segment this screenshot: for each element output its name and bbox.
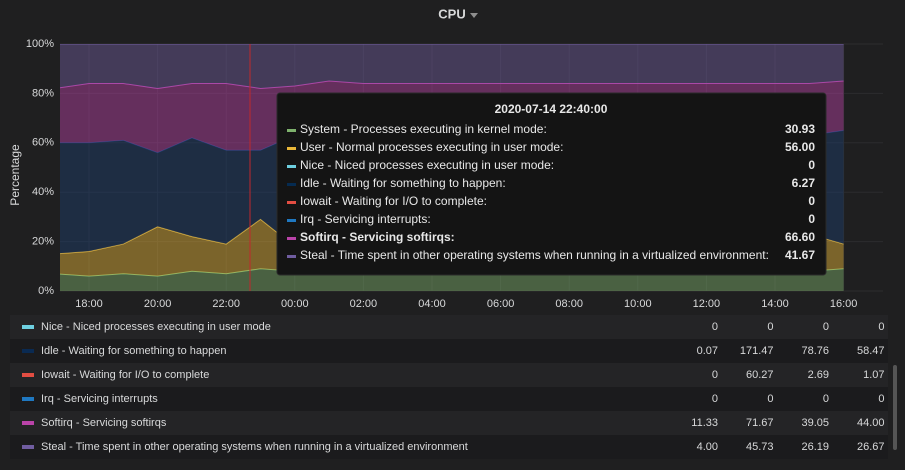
legend-value: 26.67	[857, 441, 885, 453]
legend-value: 0	[712, 321, 718, 333]
legend-value: 0	[767, 321, 773, 333]
x-tick-label: 04:00	[418, 298, 446, 310]
legend-value: 4.00	[697, 441, 718, 453]
x-tick-label: 18:00	[75, 298, 103, 310]
y-tick-label: 40%	[32, 186, 54, 198]
legend-row	[10, 315, 888, 339]
legend-row	[10, 387, 888, 411]
legend-label[interactable]: Idle - Waiting for something to happen	[41, 345, 226, 357]
legend-value: 39.05	[801, 417, 829, 429]
series-line	[60, 80, 844, 89]
legend-value: 26.19	[801, 441, 829, 453]
legend-value: 0	[712, 393, 718, 405]
y-tick-label: 80%	[32, 87, 54, 99]
area	[60, 44, 844, 89]
tooltip-swatch	[287, 219, 296, 222]
tooltip-value: 0	[808, 194, 815, 208]
tooltip-swatch	[287, 255, 296, 258]
tooltip-label: Softirq - Servicing softirqs:	[300, 230, 455, 244]
tooltip-value: 0	[808, 158, 815, 172]
y-tick-label: 20%	[32, 236, 54, 248]
tooltip-label: User - Normal processes executing in use…	[300, 140, 563, 154]
scrollbar[interactable]	[893, 365, 897, 450]
legend-value: 0	[878, 393, 884, 405]
y-tick-label: 60%	[32, 137, 54, 149]
x-tick-label: 12:00	[693, 298, 721, 310]
tooltip-swatch	[287, 183, 296, 186]
legend-value: 0	[823, 321, 829, 333]
y-axis-label: Percentage	[8, 144, 22, 206]
legend-value: 11.33	[691, 417, 718, 429]
x-tick-label: 08:00	[555, 298, 583, 310]
y-tick-label: 100%	[26, 38, 54, 50]
title-caret[interactable]	[470, 13, 478, 18]
legend-value: 0	[712, 369, 718, 381]
legend-swatch[interactable]	[22, 445, 34, 449]
x-tick-label: 00:00	[281, 298, 309, 310]
legend-swatch[interactable]	[22, 397, 34, 401]
panel-title[interactable]: CPU	[438, 6, 465, 21]
legend-value: 0	[767, 393, 773, 405]
legend-swatch[interactable]	[22, 349, 34, 353]
x-tick-label: 06:00	[487, 298, 515, 310]
tooltip-title: 2020-07-14 22:40:00	[495, 102, 608, 116]
legend-value: 2.69	[808, 369, 829, 381]
legend-value: 171.47	[740, 345, 774, 357]
tooltip-label: Nice - Niced processes executing in user…	[300, 158, 554, 172]
tooltip-swatch	[287, 237, 296, 240]
legend-swatch[interactable]	[22, 325, 34, 329]
x-tick-label: 16:00	[830, 298, 858, 310]
y-tick-label: 0%	[38, 285, 54, 297]
tooltip-swatch	[287, 165, 296, 168]
tooltip-value: 30.93	[785, 122, 815, 136]
x-tick-label: 10:00	[624, 298, 652, 310]
legend-value: 0	[823, 393, 829, 405]
tooltip-swatch	[287, 129, 296, 132]
x-tick-label: 22:00	[212, 298, 240, 310]
tooltip-value: 41.67	[785, 248, 815, 262]
tooltip-label: Idle - Waiting for something to happen:	[300, 176, 506, 190]
legend-value: 0.07	[697, 345, 718, 357]
tooltip-value: 56.00	[785, 140, 815, 154]
tooltip-value: 66.60	[785, 230, 815, 244]
legend-value: 45.73	[746, 441, 774, 453]
legend-label[interactable]: Steal - Time spent in other operating sy…	[41, 441, 468, 453]
legend-value: 1.07	[863, 369, 884, 381]
tooltip-label: Steal - Time spent in other operating sy…	[300, 248, 769, 262]
tooltip-label: Iowait - Waiting for I/O to complete:	[300, 194, 487, 208]
tooltip-swatch	[287, 201, 296, 204]
tooltip-swatch	[287, 147, 296, 150]
legend-value: 0	[878, 321, 884, 333]
legend-row	[10, 363, 888, 387]
legend-row	[10, 435, 888, 459]
legend-label[interactable]: Softirq - Servicing softirqs	[41, 417, 167, 429]
x-tick-label: 14:00	[761, 298, 789, 310]
legend-value: 71.67	[746, 417, 774, 429]
tooltip-box	[276, 92, 827, 276]
legend-value: 58.47	[857, 345, 885, 357]
tooltip-label: System - Processes executing in kernel m…	[300, 122, 547, 136]
tooltip-value: 0	[808, 212, 815, 226]
legend-label[interactable]: Irq - Servicing interrupts	[41, 393, 158, 405]
legend-value: 44.00	[857, 417, 885, 429]
tooltip-label: Irq - Servicing interrupts:	[300, 212, 431, 226]
legend-value: 60.27	[746, 369, 774, 381]
x-tick-label: 20:00	[144, 298, 172, 310]
tooltip-value: 6.27	[792, 176, 816, 190]
legend-label[interactable]: Nice - Niced processes executing in user…	[41, 321, 271, 333]
legend-swatch[interactable]	[22, 373, 34, 377]
legend-swatch[interactable]	[22, 421, 34, 425]
legend-value: 78.76	[801, 345, 829, 357]
x-tick-label: 02:00	[350, 298, 378, 310]
legend-row	[10, 411, 888, 435]
legend-row	[10, 339, 888, 363]
legend-label[interactable]: Iowait - Waiting for I/O to complete	[41, 369, 209, 381]
